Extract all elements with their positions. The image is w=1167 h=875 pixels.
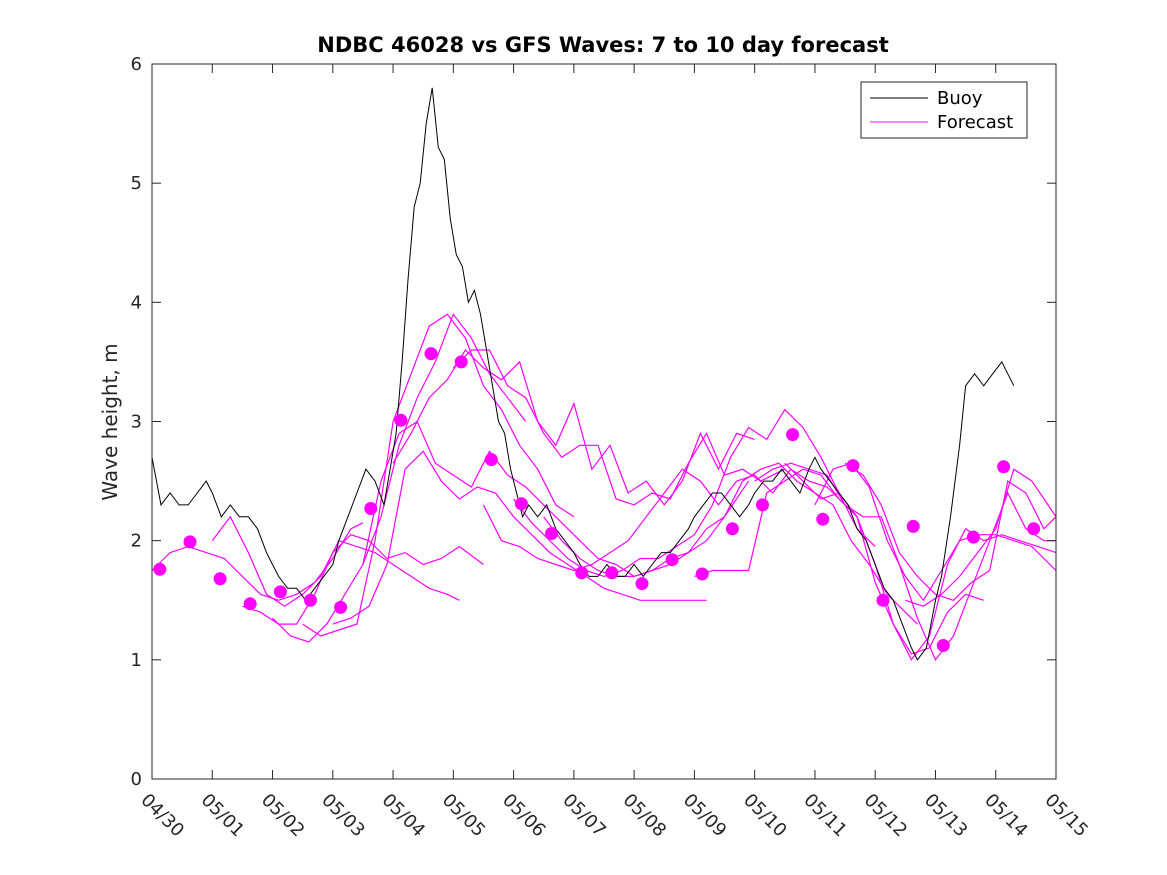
chart-title: NDBC 46028 vs GFS Waves: 7 to 10 day for… bbox=[317, 33, 888, 57]
legend-buoy-label: Buoy bbox=[937, 88, 983, 109]
x-tick-label: 05/07 bbox=[558, 790, 610, 842]
legend-forecast-label: Forecast bbox=[937, 112, 1013, 133]
forecast-line-9 bbox=[452, 349, 786, 506]
y-tick-label: 1 bbox=[131, 650, 142, 671]
forecast-point bbox=[635, 577, 649, 591]
legend-box bbox=[860, 81, 1028, 139]
forecast-point bbox=[876, 593, 890, 607]
forecast-line-8 bbox=[392, 349, 755, 506]
x-tick-label: 05/08 bbox=[619, 790, 671, 842]
forecast-line-5 bbox=[302, 313, 575, 637]
forecast-points bbox=[153, 347, 1041, 652]
forecast-point bbox=[575, 566, 589, 580]
forecast-point bbox=[304, 593, 317, 607]
forecast-line-14 bbox=[754, 462, 1056, 661]
forecast-point bbox=[695, 567, 709, 581]
x-tick-label: 05/05 bbox=[438, 790, 490, 842]
forecast-point bbox=[997, 460, 1011, 474]
x-tick-label: 05/03 bbox=[317, 790, 369, 842]
forecast-point bbox=[424, 347, 438, 361]
forecast-point bbox=[665, 553, 679, 567]
x-tick-label: 05/15 bbox=[1040, 790, 1092, 842]
x-tick-label: 05/12 bbox=[860, 790, 912, 842]
forecast-point bbox=[906, 519, 920, 533]
forecast-line-3 bbox=[242, 534, 484, 625]
forecast-line-10 bbox=[482, 468, 846, 572]
forecast-point bbox=[394, 413, 408, 427]
forecast-point bbox=[756, 498, 769, 512]
y-tick-label: 0 bbox=[131, 769, 142, 790]
forecast-point bbox=[334, 600, 348, 614]
forecast-line-7 bbox=[362, 420, 750, 578]
forecast-point bbox=[213, 572, 227, 586]
y-tick-label: 5 bbox=[131, 173, 142, 194]
forecast-point bbox=[786, 428, 800, 442]
forecast-line-11 bbox=[513, 408, 876, 578]
forecast-point bbox=[454, 355, 468, 369]
forecast-point bbox=[1027, 522, 1041, 536]
x-tick-label: 05/09 bbox=[679, 790, 731, 842]
forecast-point bbox=[183, 535, 197, 549]
forecast-point bbox=[273, 585, 287, 599]
forecast-point bbox=[846, 459, 860, 473]
forecast-point bbox=[153, 562, 167, 576]
forecast-point bbox=[605, 566, 619, 580]
x-tick-label: 05/14 bbox=[980, 790, 1032, 842]
x-tick-label: 05/01 bbox=[197, 790, 249, 842]
x-tick-label: 05/11 bbox=[799, 790, 851, 842]
forecast-point bbox=[243, 597, 257, 611]
forecast-point bbox=[484, 453, 498, 467]
x-tick-label: 05/06 bbox=[498, 790, 550, 842]
forecast-line-15 bbox=[784, 462, 1057, 661]
legend: Buoy Forecast bbox=[860, 81, 1028, 139]
x-tick-label: 05/04 bbox=[378, 790, 430, 842]
forecast-point bbox=[966, 530, 980, 544]
forecast-point bbox=[816, 512, 830, 526]
forecast-point bbox=[545, 527, 559, 540]
forecast-line-18 bbox=[905, 468, 1057, 607]
x-tick-label: 05/02 bbox=[257, 790, 309, 842]
y-axis-label: Wave height, m bbox=[98, 343, 122, 500]
forecast-line-6 bbox=[332, 450, 707, 625]
x-tick-label: 04/30 bbox=[136, 790, 188, 842]
y-tick-label: 4 bbox=[131, 292, 142, 313]
forecast-line-4 bbox=[272, 313, 527, 643]
y-tick-label: 3 bbox=[131, 412, 142, 433]
forecast-point bbox=[364, 502, 378, 515]
x-tick-label: 05/10 bbox=[739, 790, 791, 842]
forecast-line-17 bbox=[844, 462, 1057, 601]
y-tick-label: 6 bbox=[131, 54, 142, 75]
forecast-point bbox=[936, 639, 950, 652]
y-tick-label: 2 bbox=[131, 531, 142, 552]
plot-area bbox=[152, 64, 1056, 779]
forecast-point bbox=[725, 522, 739, 536]
x-tick-label: 05/13 bbox=[920, 790, 972, 842]
forecast-point bbox=[514, 497, 528, 511]
forecast-line-13 bbox=[694, 468, 984, 655]
